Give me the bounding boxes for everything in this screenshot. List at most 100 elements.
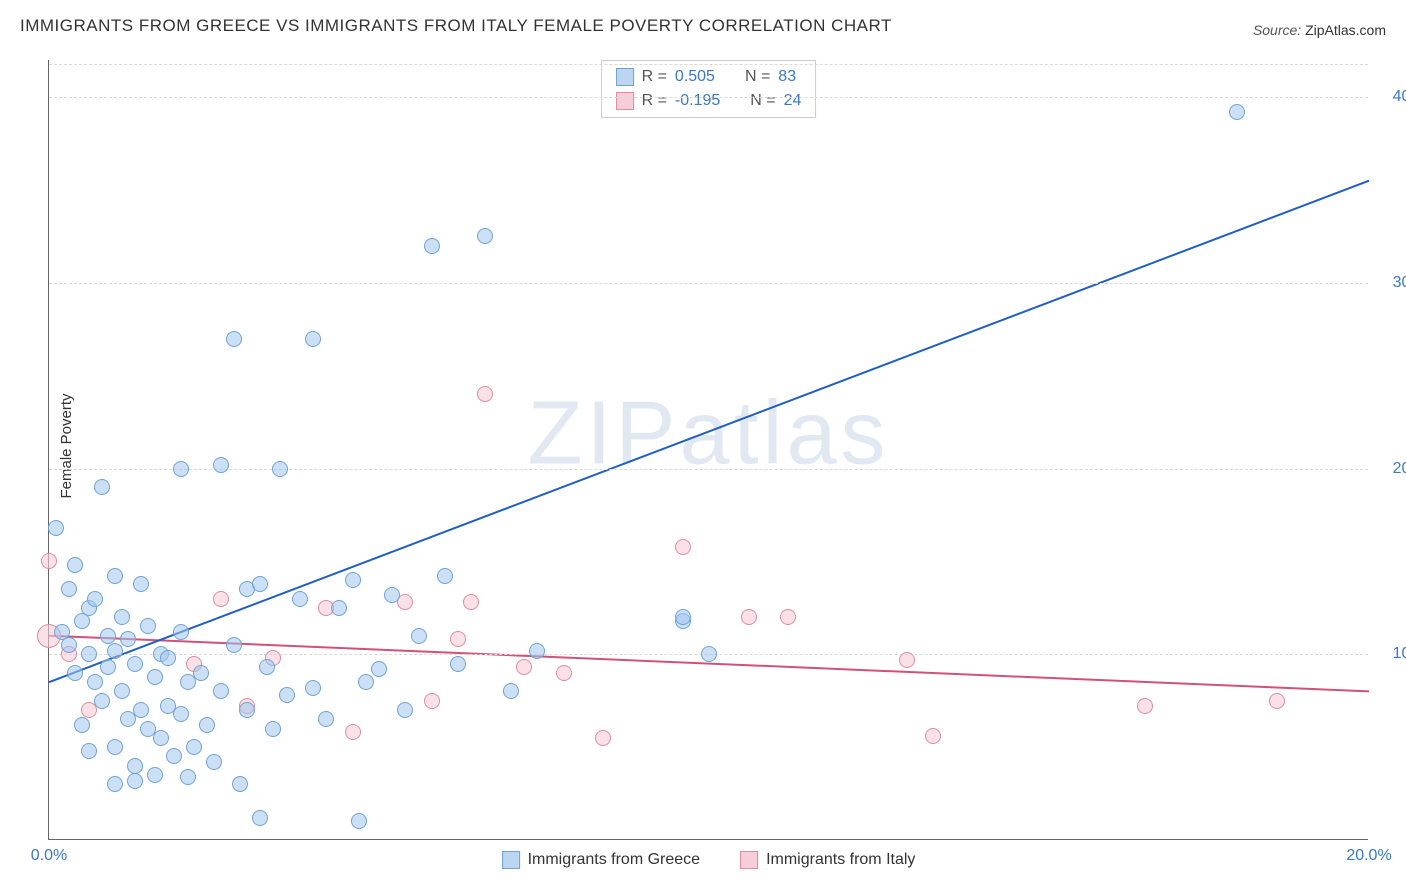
data-point-italy — [424, 693, 440, 709]
data-point-greece — [180, 769, 196, 785]
data-point-italy — [345, 724, 361, 740]
legend-r-value: 0.505 — [675, 65, 715, 89]
data-point-greece — [675, 609, 691, 625]
data-point-greece — [127, 656, 143, 672]
data-point-italy — [925, 728, 941, 744]
data-point-greece — [107, 776, 123, 792]
data-point-greece — [193, 665, 209, 681]
data-point-greece — [87, 674, 103, 690]
data-point-greece — [140, 618, 156, 634]
data-point-italy — [477, 386, 493, 402]
data-point-italy — [213, 591, 229, 607]
data-point-greece — [701, 646, 717, 662]
data-point-greece — [107, 568, 123, 584]
legend-n-value: 24 — [784, 89, 802, 113]
data-point-greece — [213, 457, 229, 473]
legend-series-label: Immigrants from Italy — [766, 851, 915, 869]
y-tick-label: 30.0% — [1378, 274, 1406, 292]
gridline-horizontal — [49, 64, 1368, 65]
data-point-greece — [120, 631, 136, 647]
data-point-greece — [81, 743, 97, 759]
data-point-greece — [252, 576, 268, 592]
data-point-greece — [265, 721, 281, 737]
data-point-greece — [259, 659, 275, 675]
data-point-greece — [279, 687, 295, 703]
data-point-italy — [899, 652, 915, 668]
data-point-greece — [87, 591, 103, 607]
data-point-greece — [384, 587, 400, 603]
data-point-greece — [173, 706, 189, 722]
scatter-plot-area: ZIPatlas R =0.505N =83R =-0.195N =24 Imm… — [48, 60, 1368, 840]
legend-series-item: Immigrants from Greece — [502, 851, 700, 869]
data-point-greece — [424, 238, 440, 254]
data-point-greece — [133, 576, 149, 592]
data-point-greece — [173, 624, 189, 640]
y-tick-label: 40.0% — [1378, 88, 1406, 106]
data-point-greece — [272, 461, 288, 477]
data-point-greece — [114, 683, 130, 699]
legend-correlation-row: R =0.505N =83 — [616, 65, 802, 89]
data-point-greece — [61, 637, 77, 653]
data-point-greece — [239, 702, 255, 718]
data-point-greece — [358, 674, 374, 690]
data-point-greece — [127, 758, 143, 774]
data-point-greece — [331, 600, 347, 616]
data-point-greece — [127, 773, 143, 789]
data-point-italy — [450, 631, 466, 647]
correlation-legend: R =0.505N =83R =-0.195N =24 — [601, 60, 817, 118]
data-point-greece — [61, 581, 77, 597]
x-tick-label: 20.0% — [1346, 847, 1391, 865]
data-point-greece — [107, 643, 123, 659]
data-point-greece — [173, 461, 189, 477]
data-point-greece — [450, 656, 466, 672]
legend-correlation-row: R =-0.195N =24 — [616, 89, 802, 113]
data-point-greece — [107, 739, 123, 755]
chart-title: IMMIGRANTS FROM GREECE VS IMMIGRANTS FRO… — [20, 16, 892, 36]
plot-svg-layer — [49, 60, 1368, 839]
data-point-italy — [675, 539, 691, 555]
legend-series-label: Immigrants from Greece — [528, 851, 700, 869]
data-point-greece — [147, 669, 163, 685]
data-point-greece — [252, 810, 268, 826]
data-point-italy — [556, 665, 572, 681]
data-point-greece — [114, 609, 130, 625]
legend-r-label: R = — [642, 89, 667, 113]
data-point-greece — [74, 717, 90, 733]
data-point-greece — [1229, 104, 1245, 120]
gridline-horizontal — [49, 469, 1368, 470]
data-point-greece — [186, 739, 202, 755]
legend-n-label: N = — [750, 89, 775, 113]
gridline-horizontal — [49, 97, 1368, 98]
data-point-greece — [292, 591, 308, 607]
data-point-greece — [160, 650, 176, 666]
data-point-greece — [503, 683, 519, 699]
data-point-greece — [345, 572, 361, 588]
legend-r-label: R = — [642, 65, 667, 89]
data-point-italy — [741, 609, 757, 625]
data-point-greece — [397, 702, 413, 718]
data-point-italy — [41, 553, 57, 569]
data-point-greece — [529, 643, 545, 659]
data-point-italy — [780, 609, 796, 625]
data-point-greece — [147, 767, 163, 783]
data-point-greece — [100, 659, 116, 675]
legend-swatch — [616, 68, 634, 86]
data-point-greece — [226, 331, 242, 347]
data-point-greece — [305, 680, 321, 696]
data-point-greece — [477, 228, 493, 244]
source-label: Source: — [1253, 22, 1301, 38]
data-point-greece — [411, 628, 427, 644]
trend-line — [49, 181, 1369, 682]
data-point-italy — [1137, 698, 1153, 714]
legend-n-value: 83 — [778, 65, 796, 89]
data-point-greece — [206, 754, 222, 770]
data-point-italy — [595, 730, 611, 746]
data-point-greece — [94, 693, 110, 709]
y-tick-label: 20.0% — [1378, 460, 1406, 478]
data-point-greece — [153, 730, 169, 746]
data-point-italy — [1269, 693, 1285, 709]
legend-swatch — [740, 851, 758, 869]
source-value: ZipAtlas.com — [1305, 22, 1386, 38]
data-point-italy — [463, 594, 479, 610]
legend-series-item: Immigrants from Italy — [740, 851, 915, 869]
